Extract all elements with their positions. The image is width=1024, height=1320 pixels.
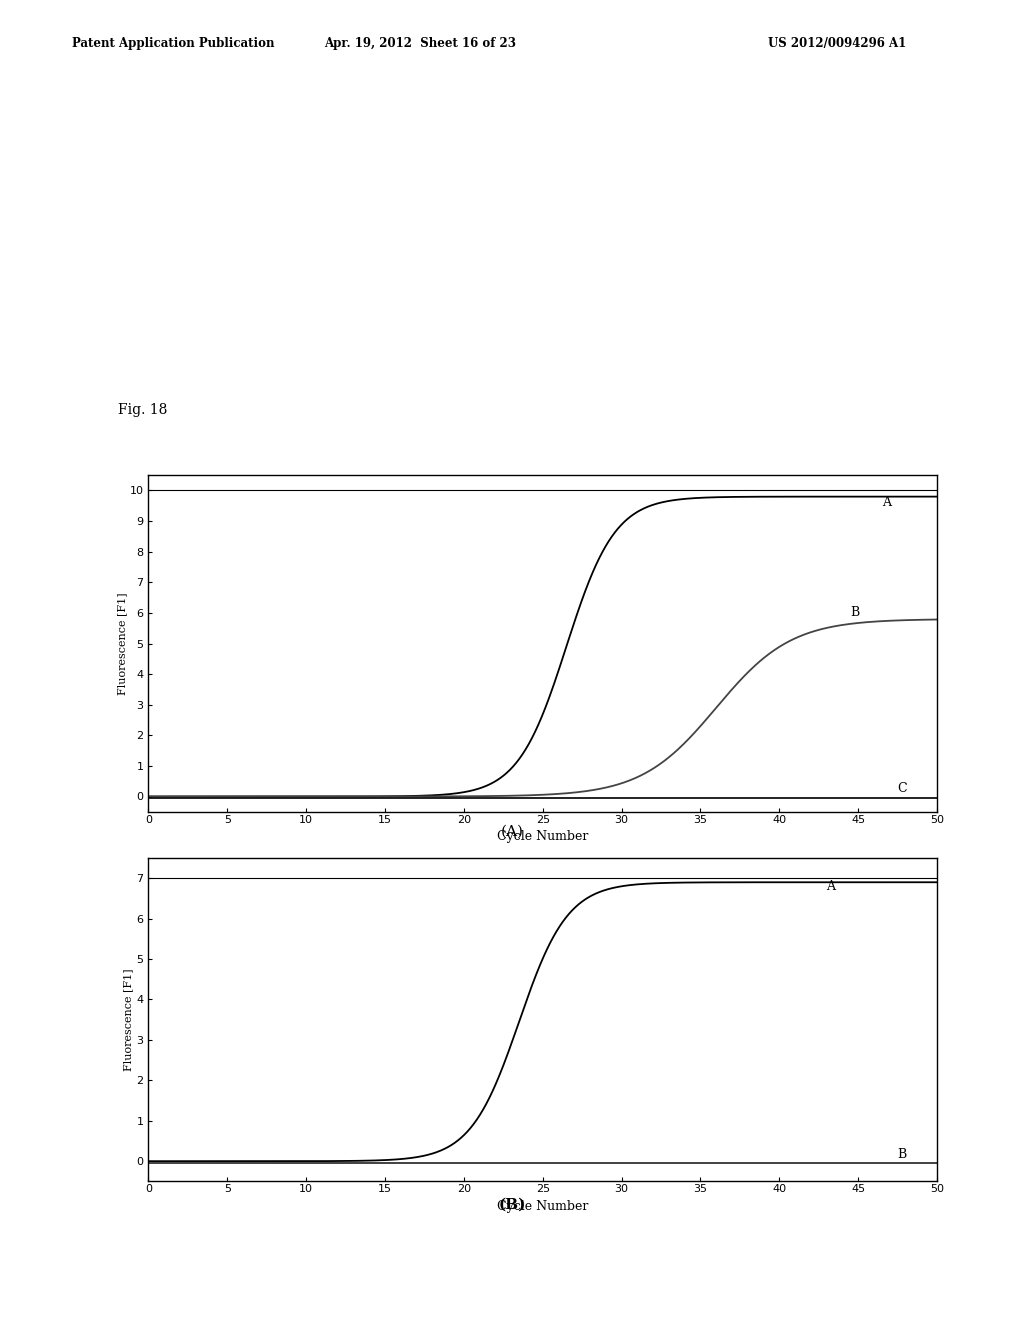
- X-axis label: Cycle Number: Cycle Number: [497, 1200, 589, 1213]
- Text: Fig. 18: Fig. 18: [118, 403, 167, 417]
- Text: US 2012/0094296 A1: US 2012/0094296 A1: [768, 37, 906, 50]
- Y-axis label: Fluorescence [F1]: Fluorescence [F1]: [124, 969, 134, 1071]
- Text: A: A: [826, 880, 836, 892]
- Text: (A): (A): [501, 825, 523, 840]
- Text: Apr. 19, 2012  Sheet 16 of 23: Apr. 19, 2012 Sheet 16 of 23: [324, 37, 516, 50]
- X-axis label: Cycle Number: Cycle Number: [497, 830, 589, 843]
- Text: A: A: [882, 496, 891, 510]
- Text: B: B: [897, 1148, 907, 1162]
- Text: B: B: [850, 606, 859, 619]
- Text: Patent Application Publication: Patent Application Publication: [72, 37, 274, 50]
- Text: C: C: [897, 781, 907, 795]
- Text: (B): (B): [499, 1197, 525, 1212]
- Y-axis label: Fluorescence [F1]: Fluorescence [F1]: [117, 593, 127, 694]
